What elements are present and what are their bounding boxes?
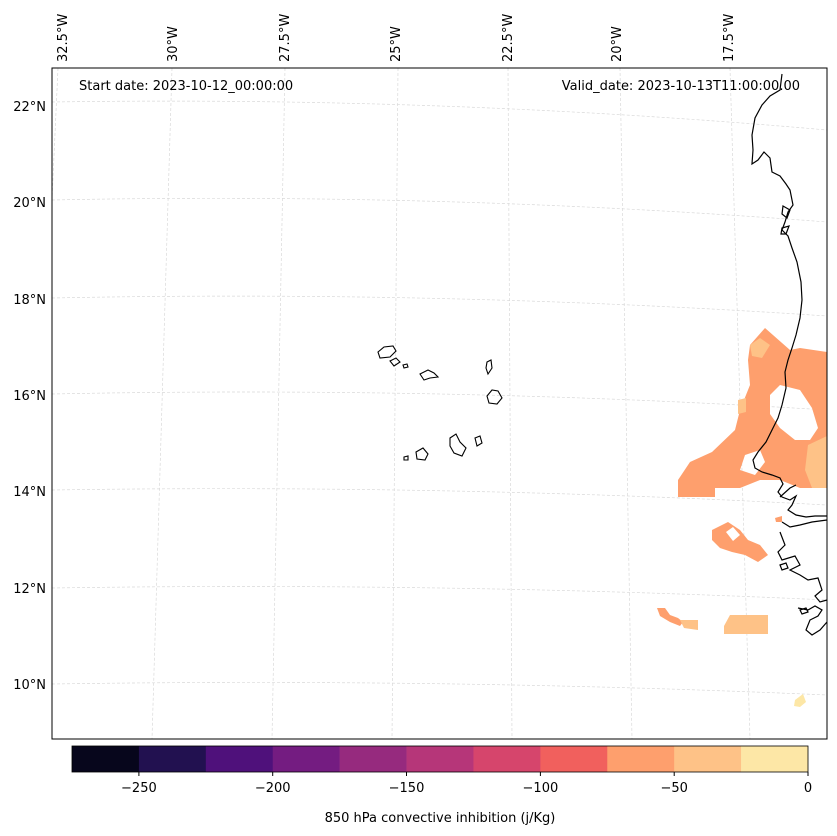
guinea-coast bbox=[797, 605, 828, 636]
sao-nicolau bbox=[419, 369, 440, 381]
cin-region-north-inner-a bbox=[750, 338, 770, 358]
map-frame bbox=[51, 67, 828, 740]
gambia-river bbox=[779, 484, 797, 498]
brava bbox=[403, 455, 409, 461]
meridian-27-5w bbox=[271, 67, 286, 740]
meridian-20w bbox=[619, 67, 633, 740]
maio bbox=[474, 435, 483, 447]
cbar-tick-label-200: −200 bbox=[255, 781, 291, 796]
boa-vista bbox=[486, 389, 503, 405]
parallel-20n bbox=[51, 197, 828, 223]
cbar-tick-label-250: −250 bbox=[121, 781, 157, 796]
latitude-labels: 22°N 20°N 18°N 16°N 14°N 12°N 10°N bbox=[13, 100, 46, 693]
santa-luzia bbox=[402, 363, 409, 369]
parallel-10n bbox=[51, 682, 828, 696]
coastlines bbox=[751, 73, 828, 636]
meridian-25w bbox=[391, 67, 399, 740]
santiago bbox=[449, 433, 467, 457]
casamance-coast bbox=[781, 519, 828, 528]
lon-label-17-5w: 17.5°W bbox=[722, 14, 737, 62]
start-date-label: Start date: 2023-10-12_00:00:00 bbox=[79, 79, 293, 94]
meridian-22-5w bbox=[507, 67, 513, 740]
lat-label-22n: 22°N bbox=[13, 100, 46, 115]
cin-region-north-inner-b bbox=[738, 398, 746, 414]
map-panel bbox=[52, 68, 827, 739]
colorbar-swatch-8 bbox=[607, 746, 675, 772]
lon-label-25w: 25°W bbox=[389, 26, 404, 62]
valid-date-label: Valid_date: 2023-10-13T11:00:00.00 bbox=[562, 79, 800, 94]
lat-label-10n: 10°N bbox=[13, 678, 46, 693]
lon-label-30w: 30°W bbox=[166, 26, 181, 62]
colorbar-swatch-3 bbox=[272, 746, 340, 772]
lat-label-16n: 16°N bbox=[13, 389, 46, 404]
africa-coastline bbox=[751, 73, 827, 518]
colorbar-swatch-2 bbox=[205, 746, 274, 772]
bijagos-island-a bbox=[779, 562, 789, 571]
colorbar-swatch-4 bbox=[339, 746, 407, 772]
colorbar-ticks: −250 −200 −150 −100 −50 0 bbox=[121, 772, 812, 796]
lon-label-27-5w: 27.5°W bbox=[278, 14, 293, 62]
parallel-14n bbox=[51, 488, 828, 506]
parallel-16n bbox=[51, 391, 828, 411]
colorbar-swatch-7 bbox=[540, 746, 608, 772]
cbar-tick-label-150: −150 bbox=[389, 781, 425, 796]
cbar-tick-label-0: 0 bbox=[804, 781, 812, 796]
bijagos-island-b bbox=[799, 607, 809, 615]
sal bbox=[485, 359, 493, 376]
cin-region-north-inner-c bbox=[805, 436, 827, 488]
colorbar-swatch-0 bbox=[72, 746, 140, 772]
graticule bbox=[51, 67, 828, 740]
cbar-tick-label-50: −50 bbox=[660, 781, 687, 796]
parallel-12n bbox=[51, 586, 828, 601]
cin-region-north bbox=[678, 328, 827, 497]
lat-label-12n: 12°N bbox=[13, 582, 46, 597]
lon-label-20w: 20°W bbox=[610, 26, 625, 62]
lon-label-22-5w: 22.5°W bbox=[501, 14, 516, 62]
lat-label-20n: 20°N bbox=[13, 196, 46, 211]
colorbar-swatch-1 bbox=[138, 746, 207, 772]
island-off-coast-a bbox=[781, 205, 791, 219]
colorbar-frame bbox=[71, 745, 809, 773]
fogo bbox=[415, 447, 429, 461]
colorbar-swatch-5 bbox=[406, 746, 474, 772]
cbar-tick-label-100: −100 bbox=[523, 781, 559, 796]
meridian-32-5w bbox=[51, 67, 59, 201]
island-off-coast-b bbox=[780, 225, 790, 235]
colorbar-swatch-9 bbox=[674, 746, 742, 772]
cin-region-small bbox=[775, 516, 782, 522]
longitude-labels: 32.5°W 30°W 27.5°W 25°W 22.5°W 20°W 17.5… bbox=[56, 14, 737, 62]
cin-region-south-c bbox=[724, 615, 768, 634]
colorbar-label: 850 hPa convective inhibition (j/Kg) bbox=[325, 811, 556, 826]
lat-label-14n: 14°N bbox=[13, 485, 46, 500]
sao-vicente bbox=[389, 357, 401, 367]
lat-label-18n: 18°N bbox=[13, 293, 46, 308]
parallel-18n bbox=[51, 295, 828, 317]
cin-region-far-south bbox=[794, 694, 806, 707]
cape-verde-islands bbox=[377, 345, 503, 461]
cin-region-south-a bbox=[657, 608, 683, 626]
colorbar bbox=[72, 746, 809, 772]
meridian-30w bbox=[151, 67, 173, 740]
lon-label-32-5w: 32.5°W bbox=[56, 14, 71, 62]
guinea-bissau-coast bbox=[777, 531, 828, 603]
cin-contours bbox=[657, 328, 827, 707]
santo-antao bbox=[377, 345, 397, 359]
colorbar-swatch-10 bbox=[741, 746, 809, 772]
cin-region-south-b bbox=[680, 620, 698, 630]
colorbar-swatch-6 bbox=[473, 746, 541, 772]
parallel-22n bbox=[51, 100, 828, 131]
cin-region-mid bbox=[712, 522, 768, 562]
